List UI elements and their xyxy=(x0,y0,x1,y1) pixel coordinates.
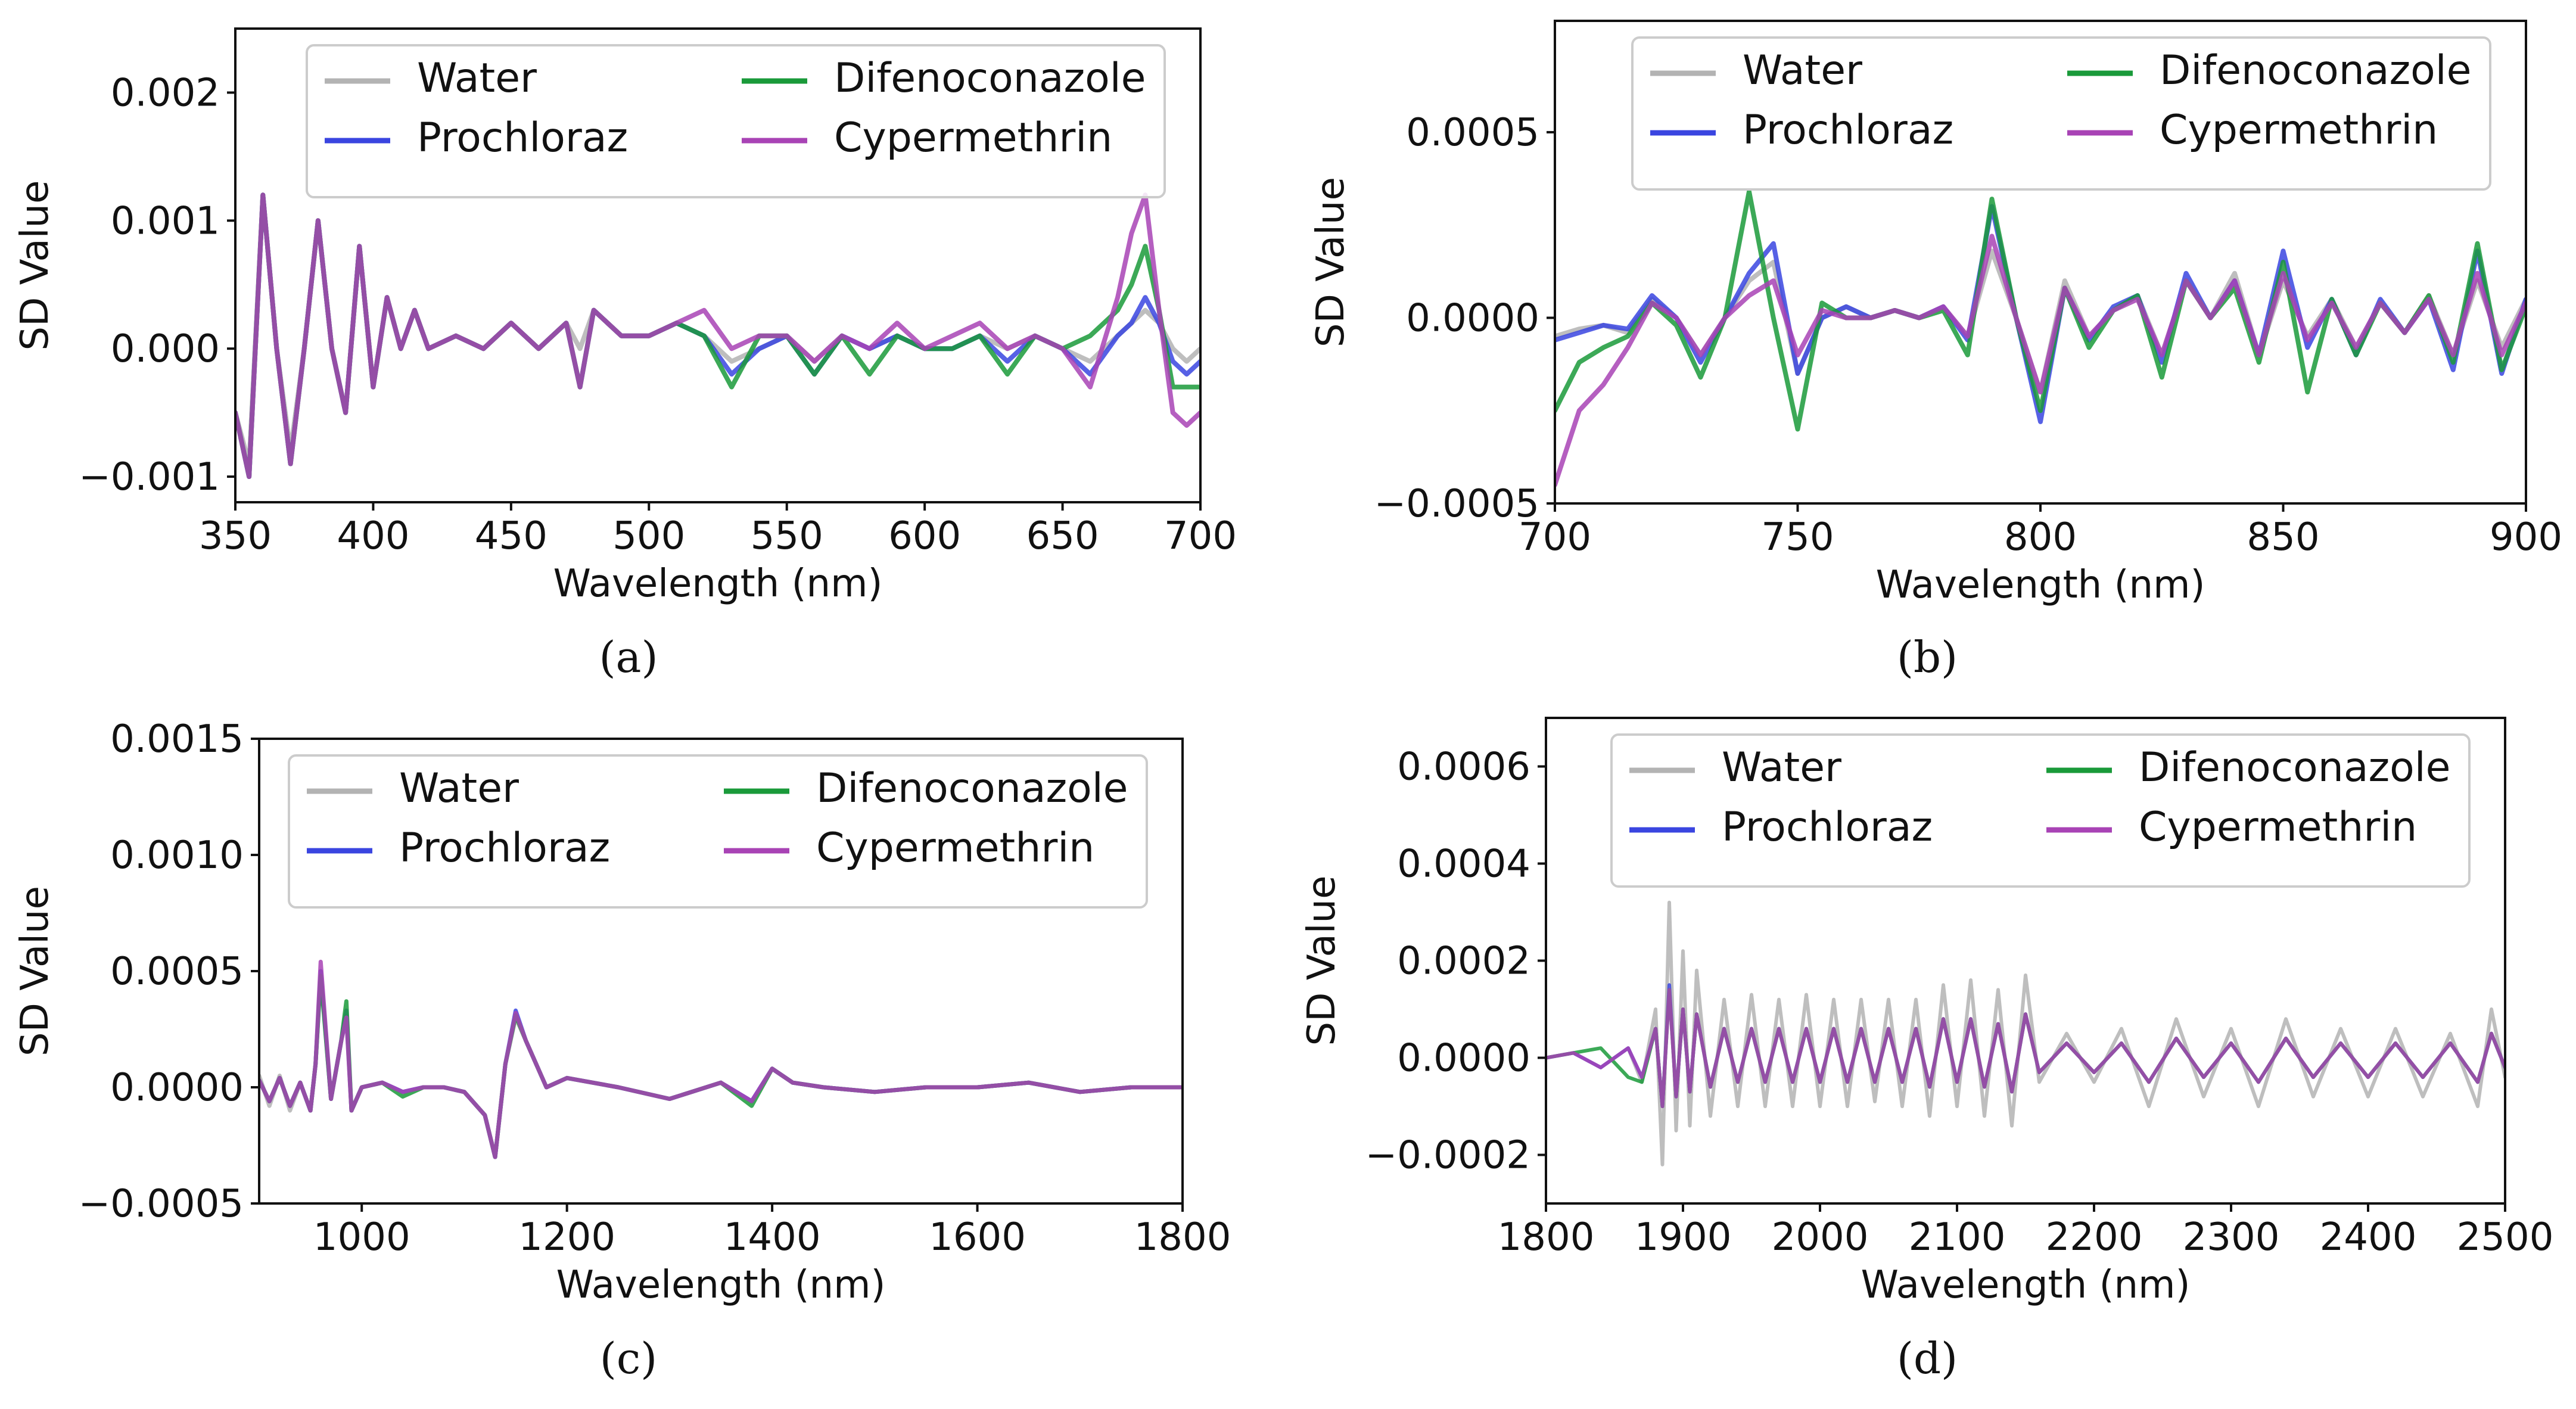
x-tick-label: 2100 xyxy=(1909,1215,2006,1259)
x-axis-label: Wavelength (nm) xyxy=(553,562,883,606)
y-tick-label: −0.0005 xyxy=(78,1182,244,1226)
x-tick-label: 700 xyxy=(1519,515,1591,559)
x-tick-label: 1800 xyxy=(1498,1215,1595,1259)
y-tick-label: 0.0005 xyxy=(1406,111,1539,155)
x-tick-label: 1800 xyxy=(1134,1215,1231,1259)
x-tick-label: 350 xyxy=(199,514,272,558)
x-tick-label: 1900 xyxy=(1635,1215,1732,1259)
panel-a: 350 400 450 500 550 600 650 700 −0.001 0.000 0.001… xyxy=(13,27,1237,682)
y-tick-label: 0.0000 xyxy=(1406,296,1539,340)
legend: Water Prochloraz Difenoconazole Cypermethri… xyxy=(288,754,1148,909)
panel-b: 700 750 800 850 900 −0.0005 0.0000 0.0005 Wavele… xyxy=(1309,20,2562,682)
y-axis-label: SD Value xyxy=(1309,177,1353,347)
y-tick-label: 0.0000 xyxy=(110,1066,244,1110)
series-line-cypermethrin xyxy=(1555,234,2526,487)
legend: Water Prochloraz Difenoconazole Cypermethri… xyxy=(306,44,1166,198)
y-tick-label: 0.001 xyxy=(111,199,220,243)
y-tick-label: 0.0010 xyxy=(110,833,244,878)
y-axis-label: SD Value xyxy=(13,886,57,1056)
panel-caption: (a) xyxy=(599,632,658,682)
y-tick-label: −0.001 xyxy=(79,455,220,499)
y-tick-label: 0.0004 xyxy=(1397,842,1530,887)
panel-c: 1000 1200 1400 1600 1800 −0.0005 0.0000 0.0005 0… xyxy=(13,717,1231,1383)
x-tick-label: 500 xyxy=(612,514,685,558)
legend-label: Cypermethrin xyxy=(2160,107,2438,154)
x-axis-label: Wavelength (nm) xyxy=(1876,563,2205,607)
x-tick-label: 400 xyxy=(337,514,409,558)
y-tick-label: 0.0015 xyxy=(110,717,244,761)
x-tick-label: 750 xyxy=(1761,515,1834,559)
legend-label: Prochloraz xyxy=(399,825,610,872)
x-tick-label: 2400 xyxy=(2320,1215,2417,1259)
legend-label: Difenoconazole xyxy=(2160,47,2472,94)
x-tick-label: 900 xyxy=(2490,515,2562,559)
legend-box xyxy=(1610,733,2471,888)
x-tick-label: 600 xyxy=(888,514,961,558)
x-tick-label: 2200 xyxy=(2046,1215,2143,1259)
x-tick-label: 700 xyxy=(1164,514,1237,558)
panel-caption: (c) xyxy=(600,1333,658,1383)
x-tick-label: 850 xyxy=(2247,515,2319,559)
x-tick-label: 2000 xyxy=(1772,1215,1869,1259)
y-tick-label: 0.0000 xyxy=(1397,1037,1530,1081)
y-tick-label: 0.0006 xyxy=(1397,745,1530,789)
x-tick-label: 2500 xyxy=(2457,1215,2554,1259)
legend-label: Water xyxy=(417,55,537,102)
series-line-water xyxy=(259,969,1183,1159)
legend-label: Difenoconazole xyxy=(2139,744,2451,791)
series-group xyxy=(1555,189,2526,487)
x-tick-label: 1200 xyxy=(518,1215,615,1259)
y-tick-label: 0.000 xyxy=(111,327,220,371)
panel-caption: (d) xyxy=(1897,1333,1958,1383)
x-tick-label: 1000 xyxy=(313,1215,410,1259)
legend-label: Prochloraz xyxy=(1743,107,1953,154)
series-line-cypermethrin xyxy=(235,192,1200,479)
series-line-prochloraz xyxy=(259,969,1183,1159)
series-line-difenoconazole xyxy=(259,973,1183,1159)
legend-box xyxy=(288,754,1148,909)
legend-label: Prochloraz xyxy=(1722,804,1933,851)
y-tick-label: 0.0005 xyxy=(110,950,244,994)
legend-box xyxy=(306,44,1166,198)
legend-label: Water xyxy=(1743,47,1862,94)
y-axis-label: SD Value xyxy=(13,181,57,351)
series-line-cypermethrin xyxy=(259,959,1183,1159)
panel-d: 1800 1900 2000 2100 2200 2300 2400 2500 −0.0002 0… xyxy=(1300,717,2554,1383)
x-tick-label: 650 xyxy=(1026,514,1099,558)
legend-label: Difenoconazole xyxy=(834,55,1146,102)
legend-label: Water xyxy=(399,765,519,812)
y-tick-label: −0.0005 xyxy=(1374,482,1539,526)
series-line-water xyxy=(1546,900,2505,1167)
legend-box xyxy=(1631,36,2491,191)
y-axis-label: SD Value xyxy=(1300,876,1344,1046)
legend-label: Cypermethrin xyxy=(816,825,1094,872)
legend-label: Cypermethrin xyxy=(834,114,1112,161)
series-group xyxy=(1546,900,2505,1167)
legend: Water Prochloraz Difenoconazole Cypermethri… xyxy=(1631,36,2491,191)
legend-label: Prochloraz xyxy=(417,114,628,161)
series-line-cypermethrin xyxy=(1546,988,2505,1108)
x-tick-label: 1600 xyxy=(929,1215,1026,1259)
legend-label: Cypermethrin xyxy=(2139,804,2417,851)
series-group xyxy=(235,192,1200,479)
x-tick-label: 2300 xyxy=(2183,1215,2280,1259)
y-tick-label: −0.0002 xyxy=(1365,1134,1530,1178)
x-axis-label: Wavelength (nm) xyxy=(556,1263,886,1307)
y-tick-label: 0.002 xyxy=(111,71,220,115)
plot-frame xyxy=(234,27,1202,503)
series-group xyxy=(259,959,1183,1159)
legend-label: Water xyxy=(1722,744,1841,791)
series-line-water xyxy=(1555,248,2526,395)
x-tick-label: 1400 xyxy=(724,1215,821,1259)
panel-caption: (b) xyxy=(1897,632,1958,682)
legend: Water Prochloraz Difenoconazole Cypermethri… xyxy=(1610,733,2471,888)
x-tick-label: 450 xyxy=(475,514,547,558)
y-tick-label: 0.0002 xyxy=(1397,940,1530,984)
x-tick-label: 550 xyxy=(751,514,823,558)
legend-label: Difenoconazole xyxy=(816,765,1128,812)
x-tick-label: 800 xyxy=(2004,515,2077,559)
x-axis-label: Wavelength (nm) xyxy=(1861,1263,2191,1307)
